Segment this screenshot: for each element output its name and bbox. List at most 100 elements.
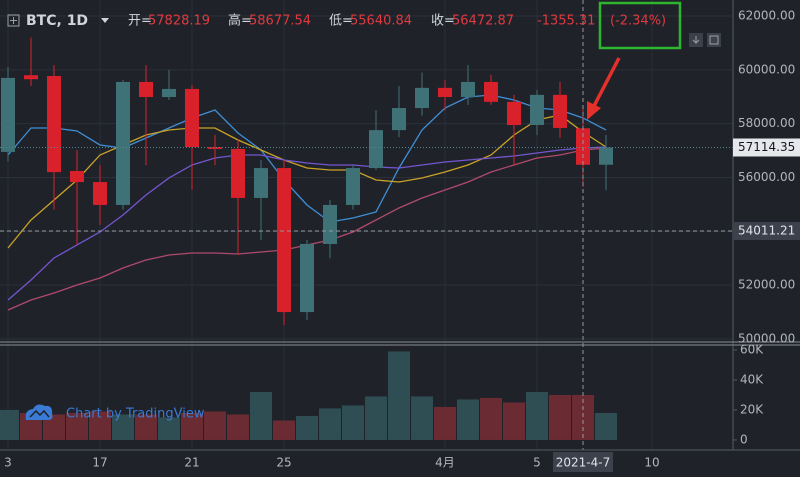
watermark-logo	[29, 409, 50, 418]
low-value: 55640.84	[350, 14, 412, 29]
y-tick-label: 52000.00	[738, 278, 795, 292]
candle-body	[576, 128, 590, 165]
high-label: 高=	[228, 13, 252, 29]
volume-bar	[365, 396, 387, 440]
close-value: 56472.87	[452, 14, 514, 29]
change-value: -1355.31	[537, 14, 595, 29]
candle-body	[484, 81, 498, 102]
x-tick-label: 4月	[435, 456, 455, 470]
y-tick-label: 62000.00	[738, 8, 795, 22]
last-price-box	[733, 138, 800, 157]
candle-body	[507, 101, 521, 125]
annotation-arrowhead	[587, 101, 601, 120]
open-label: 开=	[128, 14, 152, 29]
volume-bar	[296, 415, 318, 440]
volume-bar	[227, 414, 249, 440]
candle-body	[415, 87, 429, 109]
volume-bar	[204, 411, 226, 440]
x-tick-label: 21	[184, 456, 199, 470]
candle-body	[93, 182, 107, 205]
candle-body	[139, 81, 153, 98]
y-tick-label: 58000.00	[738, 116, 795, 130]
volume-bar	[43, 414, 65, 440]
volume-tick-label: 40K	[740, 372, 764, 386]
volume-bar	[595, 412, 617, 440]
low-label: 低=	[329, 14, 353, 29]
volume-bar	[342, 405, 364, 440]
symbol: BTC, 1D	[26, 13, 88, 29]
highlight-box	[598, 1, 682, 50]
candle-body	[47, 76, 61, 173]
button-icon	[709, 35, 719, 45]
volume-bar	[526, 391, 548, 440]
candle-body	[254, 168, 268, 198]
x-tick-label: 5	[533, 456, 541, 470]
candle-body	[24, 75, 38, 80]
dropdown-icon[interactable]	[101, 18, 109, 23]
crosshair-date-box	[553, 452, 613, 472]
candle-body	[438, 87, 452, 98]
annotation-arrow	[592, 57, 621, 107]
button[interactable]	[707, 33, 721, 47]
candle-body	[392, 108, 406, 131]
close-label: 收=	[431, 14, 455, 29]
candle-body	[277, 168, 291, 313]
volume-bar	[66, 412, 88, 440]
candle-body	[70, 171, 84, 183]
volume-tick-label: 20K	[740, 402, 764, 416]
button-icon	[692, 36, 700, 44]
y-tick-label: 56000.00	[738, 170, 795, 184]
candle-body	[530, 94, 544, 125]
x-tick-label: 17	[92, 456, 107, 470]
candle-body	[208, 147, 222, 149]
candle-body	[116, 81, 130, 205]
last-price-label: 57114.35	[738, 140, 795, 154]
ma-line	[7, 94, 607, 223]
crosshair-price-box	[733, 222, 800, 241]
volume-tick-label: 60K	[740, 342, 764, 356]
crosshair-price-label: 54011.21	[738, 224, 795, 238]
volume-bar	[0, 409, 19, 440]
change-percent: (-2.34%)	[610, 14, 666, 29]
ma-line	[7, 146, 607, 301]
high-value: 58677.54	[249, 14, 311, 29]
volume-bar	[112, 414, 134, 440]
volume-bar	[273, 420, 295, 440]
volume-bar	[388, 351, 410, 440]
candle-body	[369, 130, 383, 169]
volume-bar	[135, 414, 157, 440]
candle-body	[346, 168, 360, 205]
ma-line	[7, 114, 607, 249]
volume-bar	[250, 391, 272, 440]
candle-body	[1, 77, 15, 152]
axes: 50000.0052000.0054000.0056000.0058000.00…	[4, 8, 800, 472]
x-tick-label: 2021-4-7	[556, 456, 610, 470]
volume-tick-label: 0	[740, 432, 748, 446]
volume-bar	[158, 417, 180, 440]
watermark: Chart by TradingView	[25, 404, 205, 422]
volume-bar	[434, 406, 456, 440]
volume-bar	[503, 402, 525, 440]
x-tick-label: 3	[4, 456, 12, 470]
volume-bar	[89, 411, 111, 440]
volume-bar	[181, 412, 203, 440]
candle-body	[461, 81, 475, 98]
plot-area	[0, 0, 733, 450]
candle-body	[323, 204, 337, 244]
y-tick-label: 50000.00	[738, 331, 795, 345]
icon	[7, 14, 20, 27]
watermark-text: Chart by TradingView	[66, 407, 205, 422]
x-tick-label: 10	[644, 456, 659, 470]
candle-body	[300, 243, 314, 313]
volume-bar	[480, 397, 502, 440]
volume-bar	[319, 408, 341, 440]
volume-bar	[411, 396, 433, 440]
candle-body	[185, 88, 199, 148]
candle-body	[599, 147, 613, 165]
candle-body	[162, 88, 176, 98]
x-tick-label: 25	[276, 456, 291, 470]
volume-bar	[549, 394, 571, 440]
open-value: 57828.19	[148, 14, 210, 29]
legend-header: BTC, 1D 开= 57828.19 高= 58677.54 低= 55640…	[7, 13, 666, 29]
